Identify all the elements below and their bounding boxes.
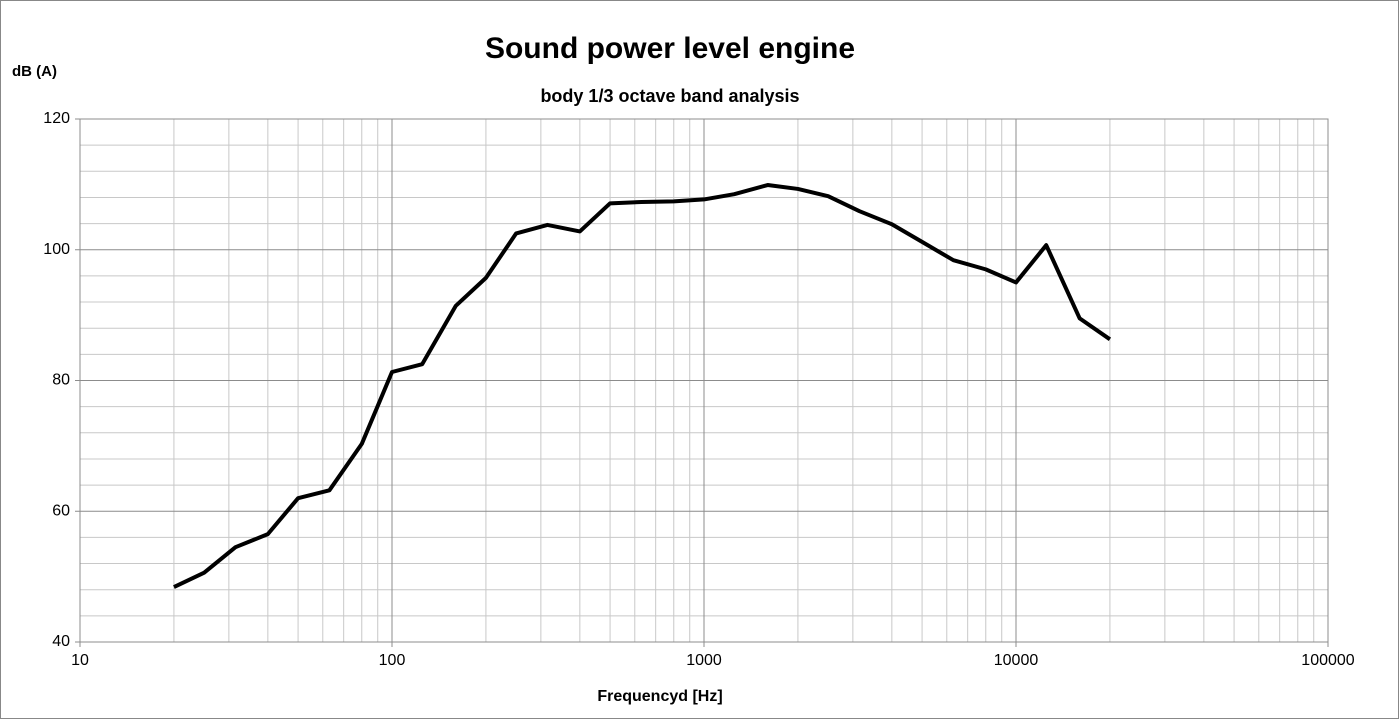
x-axis-label: Frequencyd [Hz] [597,688,722,705]
y-tick-label: 120 [43,110,70,127]
y-tick-label: 100 [43,241,70,258]
data-line [173,183,1112,589]
chart-subtitle: body 1/3 octave band analysis [540,86,799,106]
y-axis-label: dB (A) [12,63,57,80]
y-tick-label: 40 [52,633,70,650]
x-tick-label: 10000 [994,652,1039,669]
x-tick-label: 1000 [686,652,722,669]
plot-border [79,118,1329,643]
y-tick-label: 60 [52,502,70,519]
x-tick-label: 100 [379,652,406,669]
y-tick-label: 80 [52,372,70,389]
x-tick-label: 10 [71,652,89,669]
chart-title: Sound power level engine [485,32,855,65]
x-tick-label: 100000 [1301,652,1354,669]
